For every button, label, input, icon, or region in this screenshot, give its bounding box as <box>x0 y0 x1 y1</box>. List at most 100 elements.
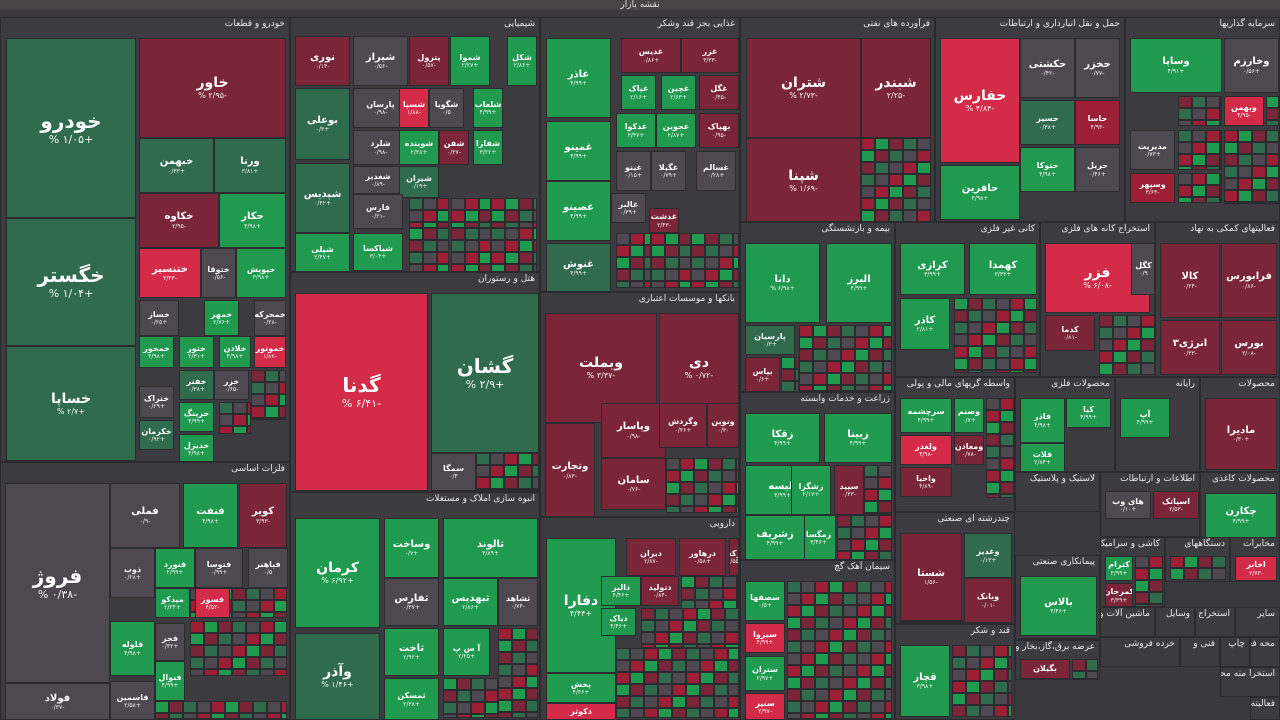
small-stock-tile[interactable] <box>232 588 246 600</box>
small-stock-tile[interactable] <box>1198 568 1212 580</box>
small-stock-tile[interactable] <box>658 708 672 718</box>
stock-tile[interactable]: فنورد ۲/۹۹+ <box>155 548 195 588</box>
small-stock-tile[interactable] <box>781 369 795 381</box>
small-stock-tile[interactable] <box>658 648 672 660</box>
small-stock-tile[interactable] <box>423 240 437 252</box>
stock-tile[interactable]: خمحرکه ۰/۲۸- <box>254 300 286 336</box>
small-stock-tile[interactable] <box>672 708 686 718</box>
stock-tile[interactable]: خساپا% ۲/۷+ <box>6 346 136 461</box>
small-stock-tile[interactable] <box>787 593 801 605</box>
small-stock-tile[interactable] <box>871 605 885 617</box>
small-stock-tile[interactable] <box>616 269 630 281</box>
small-stock-tile[interactable] <box>871 629 885 641</box>
sector-title[interactable]: استخرا منه محصوا <box>1220 669 1275 679</box>
small-stock-tile[interactable] <box>1000 458 1014 470</box>
small-stock-tile[interactable] <box>1034 638 1048 639</box>
small-stock-tile[interactable] <box>1252 154 1266 166</box>
small-stock-tile[interactable] <box>966 693 980 705</box>
small-stock-tile[interactable] <box>1113 351 1127 363</box>
small-stock-tile[interactable] <box>265 406 279 418</box>
small-stock-tile[interactable] <box>837 515 851 527</box>
small-stock-tile[interactable] <box>683 644 697 648</box>
small-stock-tile[interactable] <box>1192 154 1206 166</box>
small-stock-tile[interactable] <box>1212 568 1226 580</box>
small-stock-tile[interactable] <box>917 162 931 174</box>
small-stock-tile[interactable] <box>875 150 889 162</box>
small-stock-tile[interactable] <box>711 644 725 648</box>
stock-tile[interactable]: حکشتی ۰/۴۲- <box>1020 38 1075 98</box>
small-stock-tile[interactable] <box>1127 351 1141 363</box>
small-stock-tile[interactable] <box>1008 681 1012 693</box>
small-stock-tile[interactable] <box>903 174 917 186</box>
small-stock-tile[interactable] <box>1135 568 1149 580</box>
small-stock-tile[interactable] <box>443 690 457 702</box>
small-stock-tile[interactable] <box>889 186 903 198</box>
small-stock-tile[interactable] <box>1127 339 1141 351</box>
small-stock-tile[interactable] <box>733 245 739 257</box>
small-stock-tile[interactable] <box>651 233 665 245</box>
stock-tile[interactable]: زشریف ۴/۹۹+ <box>745 515 805 559</box>
small-stock-tile[interactable] <box>505 210 519 222</box>
small-stock-tile[interactable] <box>1266 178 1279 190</box>
small-stock-tile[interactable] <box>722 470 736 482</box>
stock-tile[interactable]: ثفارس ۰/۳۷+ <box>384 578 439 626</box>
small-stock-tile[interactable] <box>942 621 956 623</box>
small-stock-tile[interactable] <box>928 621 942 623</box>
small-stock-tile[interactable] <box>815 593 829 605</box>
small-stock-tile[interactable] <box>728 672 739 684</box>
small-stock-tile[interactable] <box>457 702 471 714</box>
small-stock-tile[interactable] <box>630 257 644 269</box>
stock-tile[interactable]: غالبر ۰/۳۹+ <box>611 193 646 223</box>
small-stock-tile[interactable] <box>232 600 246 612</box>
stock-tile[interactable]: حسیر ۰/۳۸+ <box>1020 100 1075 145</box>
small-stock-tile[interactable] <box>680 506 694 513</box>
small-stock-tile[interactable] <box>903 150 917 162</box>
small-stock-tile[interactable] <box>274 600 287 612</box>
small-stock-tile[interactable] <box>279 394 286 406</box>
small-stock-tile[interactable] <box>843 605 857 617</box>
stock-tile[interactable]: قچار ۳/۹۸+ <box>900 645 950 717</box>
sector-title[interactable]: مخابرات <box>1243 539 1275 549</box>
small-stock-tile[interactable] <box>190 669 204 676</box>
small-stock-tile[interactable] <box>728 708 739 718</box>
small-stock-tile[interactable] <box>801 617 815 629</box>
small-stock-tile[interactable] <box>871 593 885 605</box>
small-stock-tile[interactable] <box>1224 190 1238 202</box>
small-stock-tile[interactable] <box>829 629 843 641</box>
stock-tile[interactable]: ثشاهد ۰/۷۴- <box>498 578 538 626</box>
small-stock-tile[interactable] <box>658 696 672 708</box>
small-stock-tile[interactable] <box>694 506 708 513</box>
small-stock-tile[interactable] <box>1212 556 1226 568</box>
small-stock-tile[interactable] <box>843 677 857 689</box>
small-stock-tile[interactable] <box>857 677 871 689</box>
small-stock-tile[interactable] <box>526 712 538 718</box>
sector-title[interactable]: عرضه برق،گاز،بخار و <box>1015 642 1095 652</box>
stock-tile[interactable]: واحیا ۴/۸۹- <box>900 467 952 497</box>
small-stock-tile[interactable] <box>519 198 533 210</box>
stock-tile[interactable]: کیا ۴/۹۹+ <box>1066 398 1111 428</box>
small-stock-tile[interactable] <box>1024 310 1037 322</box>
small-stock-tile[interactable] <box>787 689 801 701</box>
small-stock-tile[interactable] <box>855 325 869 337</box>
small-stock-tile[interactable] <box>878 477 892 489</box>
small-stock-tile[interactable] <box>1090 638 1097 639</box>
small-stock-tile[interactable] <box>801 713 815 719</box>
small-stock-tile[interactable] <box>737 588 739 600</box>
small-stock-tile[interactable] <box>616 684 630 696</box>
small-stock-tile[interactable] <box>532 489 539 491</box>
small-stock-tile[interactable] <box>1266 190 1279 202</box>
stock-tile[interactable]: فباهنر ۰/۵ <box>248 548 288 588</box>
small-stock-tile[interactable] <box>864 477 878 489</box>
small-stock-tile[interactable] <box>471 690 485 702</box>
small-stock-tile[interactable] <box>1184 568 1198 580</box>
stock-tile[interactable]: خکاوه ۲/۹۵- <box>139 193 219 248</box>
small-stock-tile[interactable] <box>211 713 225 719</box>
small-stock-tile[interactable] <box>686 660 700 672</box>
small-stock-tile[interactable] <box>232 621 246 633</box>
small-stock-tile[interactable] <box>781 357 795 369</box>
small-stock-tile[interactable] <box>829 665 843 677</box>
sector-title[interactable]: محصولات فلزی <box>1051 379 1110 389</box>
small-stock-tile[interactable] <box>705 245 719 257</box>
small-stock-tile[interactable] <box>986 434 1000 446</box>
small-stock-tile[interactable] <box>683 608 697 620</box>
